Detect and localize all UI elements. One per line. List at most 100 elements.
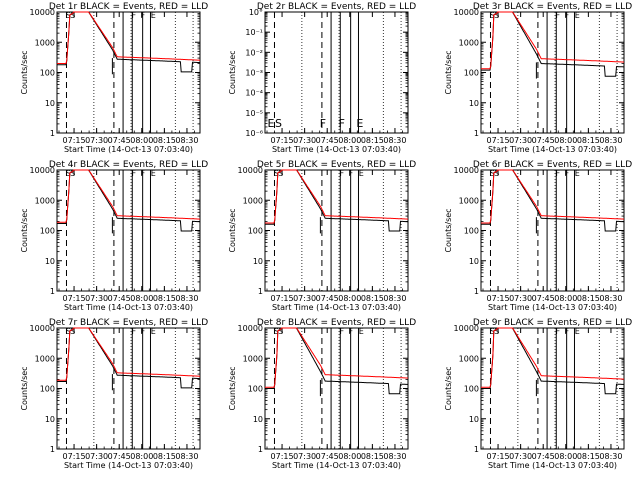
- x-tick-label: 07:45: [316, 294, 339, 303]
- y-tick-label: 1: [50, 445, 55, 454]
- y-tick-label: 1000: [459, 354, 479, 363]
- panel-title: Det 6r BLACK = Events, RED = LLD: [473, 160, 632, 170]
- x-axis-label: Start Time (14-Oct-13 07:03:40): [272, 145, 401, 154]
- x-tick-label: 08:30: [383, 136, 406, 145]
- x-tick-label: 07:45: [108, 136, 131, 145]
- marker-letter: E: [268, 117, 275, 130]
- marker-letter: S: [66, 11, 71, 20]
- panel-det-3: Det 3r BLACK = Events, RED = LLD10000100…: [444, 2, 632, 154]
- x-tick-label: 08:30: [383, 452, 406, 461]
- panel-det-9: Det 9r BLACK = Events, RED = LLD10000100…: [444, 318, 632, 470]
- x-tick-label: 07:30: [293, 294, 316, 303]
- y-axis-label: Counts/sec: [20, 366, 29, 410]
- y-tick-label: 1000: [35, 38, 55, 47]
- y-tick-label: 1: [474, 287, 479, 296]
- y-tick-label: 10⁻²: [245, 48, 263, 57]
- x-tick-label: 07:15: [271, 136, 294, 145]
- x-tick-label: 07:15: [487, 136, 510, 145]
- x-tick-label: 07:30: [85, 452, 108, 461]
- y-tick-label: 100: [40, 69, 55, 78]
- panel-det-1: Det 1r BLACK = Events, RED = LLD10000100…: [20, 2, 208, 154]
- y-tick-label: 1: [50, 129, 55, 138]
- marker-letter: F: [555, 11, 560, 20]
- x-tick-label: 07:30: [293, 136, 316, 145]
- plot-frame: [264, 169, 409, 292]
- marker-letter: S: [494, 327, 499, 336]
- y-tick-label: 1: [258, 445, 263, 454]
- marker-letter: F: [348, 327, 353, 336]
- x-tick-label: 08:15: [153, 136, 176, 145]
- y-tick-label: 10⁻¹: [245, 28, 263, 37]
- plot-frame: [264, 327, 409, 450]
- y-axis-label: Counts/sec: [20, 208, 29, 252]
- x-tick-label: 08:15: [361, 294, 384, 303]
- y-tick-label: 10: [469, 99, 479, 108]
- panel-title: Det 5r BLACK = Events, RED = LLD: [257, 160, 416, 170]
- events-series-line: [57, 327, 200, 389]
- x-tick-label: 07:15: [63, 452, 86, 461]
- y-tick-label: 1000: [459, 196, 479, 205]
- y-tick-label: 1: [474, 445, 479, 454]
- x-tick-label: 08:30: [383, 294, 406, 303]
- x-tick-label: 07:30: [509, 294, 532, 303]
- x-tick-label: 08:30: [175, 294, 198, 303]
- x-axis-label: Start Time (14-Oct-13 07:03:40): [64, 145, 193, 154]
- marker-letter: F: [564, 11, 569, 20]
- marker-letter: S: [278, 327, 283, 336]
- panel-title: Det 1r BLACK = Events, RED = LLD: [49, 2, 208, 12]
- marker-letter: S: [66, 327, 71, 336]
- plot-frame: [56, 11, 201, 134]
- marker-letter: E: [359, 169, 364, 178]
- y-tick-label: 10000: [30, 8, 55, 17]
- marker-letter: F: [564, 327, 569, 336]
- marker-letter: E: [575, 11, 580, 20]
- marker-letter: E: [151, 327, 156, 336]
- marker-letter: S: [274, 169, 279, 178]
- y-tick-label: 1: [474, 129, 479, 138]
- x-tick-label: 08:15: [361, 452, 384, 461]
- marker-letter: F: [348, 169, 353, 178]
- marker-letter: F: [555, 327, 560, 336]
- y-tick-label: 10000: [454, 324, 479, 333]
- panel-det-7: Det 7r BLACK = Events, RED = LLD10000100…: [20, 318, 208, 470]
- y-tick-label: 10⁻³: [245, 69, 263, 78]
- panel-det-4: Det 4r BLACK = Events, RED = LLD10000100…: [20, 160, 208, 312]
- y-tick-label: 10⁻⁴: [245, 89, 263, 98]
- y-tick-label: 10000: [30, 324, 55, 333]
- lld-series-line: [57, 327, 200, 381]
- marker-letter: E: [356, 117, 363, 130]
- x-tick-label: 07:15: [271, 452, 294, 461]
- y-tick-label: 1000: [243, 196, 263, 205]
- y-tick-label: 100: [464, 69, 479, 78]
- panel-det-6: Det 6r BLACK = Events, RED = LLD10000100…: [444, 160, 632, 312]
- y-tick-label: 100: [248, 385, 263, 394]
- x-axis-label: Start Time (14-Oct-13 07:03:40): [64, 461, 193, 470]
- events-series-line: [481, 327, 625, 395]
- y-tick-label: 10°: [249, 8, 263, 17]
- panel-title: Det 3r BLACK = Events, RED = LLD: [473, 2, 632, 12]
- x-tick-label: 08:00: [130, 294, 153, 303]
- y-tick-label: 10000: [30, 166, 55, 175]
- x-tick-label: 08:00: [338, 294, 361, 303]
- plot-frame: [480, 11, 625, 134]
- x-tick-label: 08:15: [153, 452, 176, 461]
- x-axis-label: Start Time (14-Oct-13 07:03:40): [488, 303, 617, 312]
- lld-series-line: [481, 169, 624, 224]
- y-tick-label: 1000: [35, 196, 55, 205]
- marker-letter: F: [140, 327, 145, 336]
- panel-title: Det 7r BLACK = Events, RED = LLD: [49, 318, 208, 328]
- y-tick-label: 10: [45, 99, 55, 108]
- x-tick-label: 07:15: [271, 294, 294, 303]
- events-series-line: [481, 11, 624, 77]
- marker-letter: F: [564, 169, 569, 178]
- marker-letter: F: [131, 327, 136, 336]
- marker-letter: F: [339, 169, 344, 178]
- x-tick-label: 07:45: [316, 452, 339, 461]
- marker-letter: S: [490, 327, 495, 336]
- x-tick-label: 08:15: [361, 136, 384, 145]
- marker-letter: E: [575, 169, 580, 178]
- plot-frame: [56, 327, 201, 450]
- x-tick-label: 07:45: [108, 452, 131, 461]
- y-tick-label: 100: [40, 227, 55, 236]
